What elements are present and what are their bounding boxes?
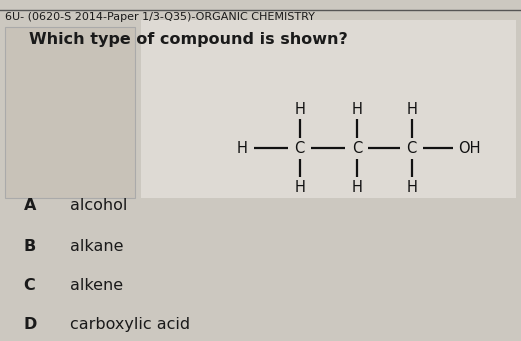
Text: H: H	[294, 102, 305, 117]
Text: H: H	[352, 180, 362, 195]
Text: alkene: alkene	[70, 278, 123, 293]
Text: C: C	[23, 278, 35, 293]
Text: Which type of compound is shown?: Which type of compound is shown?	[29, 32, 348, 47]
Text: B: B	[23, 239, 36, 254]
Text: A: A	[23, 198, 36, 213]
Text: C: C	[406, 141, 417, 156]
Text: H: H	[294, 180, 305, 195]
Text: H: H	[237, 141, 247, 156]
Text: 6U- (0620-S 2014-Paper 1/3-Q35)-ORGANIC CHEMISTRY: 6U- (0620-S 2014-Paper 1/3-Q35)-ORGANIC …	[5, 12, 315, 22]
Text: C: C	[352, 141, 362, 156]
Text: alkane: alkane	[70, 239, 124, 254]
FancyBboxPatch shape	[141, 20, 516, 198]
Text: H: H	[406, 102, 417, 117]
Text: alcohol: alcohol	[70, 198, 128, 213]
Text: D: D	[23, 317, 37, 332]
Text: OH: OH	[457, 141, 480, 156]
Text: H: H	[406, 180, 417, 195]
Text: H: H	[352, 102, 362, 117]
Text: carboxylic acid: carboxylic acid	[70, 317, 191, 332]
Text: C: C	[294, 141, 305, 156]
FancyBboxPatch shape	[5, 27, 135, 198]
